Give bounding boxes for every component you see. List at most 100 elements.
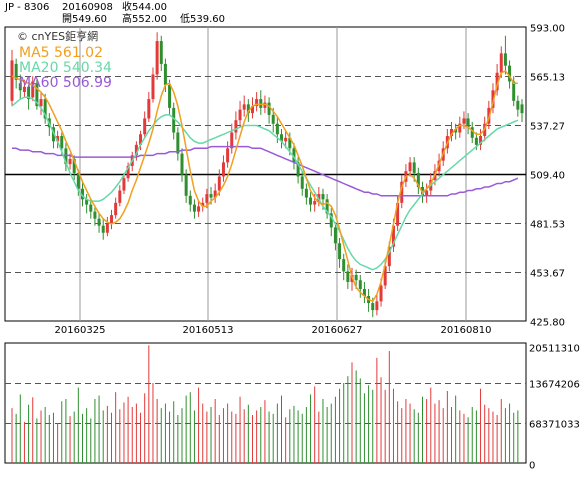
candle-body <box>425 190 429 196</box>
candle-body <box>217 176 221 191</box>
candle-body <box>122 178 126 191</box>
candle-body <box>267 102 271 115</box>
candle-body <box>93 211 97 219</box>
candle-body <box>358 280 362 289</box>
x-tick-label: 20160513 <box>183 325 234 336</box>
candle-body <box>118 190 122 203</box>
candle-body <box>354 274 358 281</box>
candle-body <box>466 118 470 128</box>
candle-body <box>43 99 47 119</box>
candle-body <box>56 136 60 142</box>
close-price-label: 收544.00 <box>122 2 167 13</box>
candle-body <box>226 148 230 163</box>
ma60-line <box>12 145 519 197</box>
candle-body <box>317 194 321 202</box>
candle-body <box>342 259 346 272</box>
candle-body <box>250 106 254 114</box>
x-tick-label: 20160627 <box>312 325 363 336</box>
candle-body <box>371 303 375 311</box>
candle-body <box>89 204 93 212</box>
candle-body <box>479 136 483 145</box>
watermark-text: © cnYES鉅亨網 <box>17 29 98 43</box>
candle-body <box>126 165 130 179</box>
symbol-label: JP - 8306 <box>5 2 50 13</box>
candle-body <box>387 246 391 267</box>
volume-panel: 205113100 136742067 68371033 0 <box>4 342 580 472</box>
candle-body <box>346 271 350 282</box>
candle-body <box>495 72 499 91</box>
candle-body <box>458 123 462 133</box>
candle-body <box>192 204 196 212</box>
candle-body <box>184 174 188 196</box>
candle-body <box>296 162 300 177</box>
volume-y-tick-label: 0 <box>529 461 535 472</box>
candle-body <box>259 99 263 108</box>
candle-body <box>408 162 412 172</box>
candle-body <box>325 199 329 214</box>
high-price-label: 高552.00 <box>122 14 167 25</box>
candle-body <box>474 137 478 145</box>
candle-body <box>450 128 454 137</box>
ma5-line <box>11 70 518 303</box>
candle-body <box>147 99 151 119</box>
candle-body <box>300 176 304 189</box>
candle-body <box>14 63 18 80</box>
candle-body <box>221 162 225 177</box>
candle-body <box>503 53 507 66</box>
candle-body <box>60 136 64 149</box>
candle-body <box>470 127 474 138</box>
volume-y-tick-label: 68371033 <box>529 420 580 431</box>
candle-body <box>255 99 259 107</box>
candle-body <box>18 83 22 91</box>
candle-body <box>85 199 89 205</box>
candle-body <box>362 288 366 297</box>
legend-ma5: MA5 561.02 <box>19 45 103 61</box>
candle-body <box>391 225 395 247</box>
candle-body <box>292 148 296 163</box>
candle-body <box>263 102 267 108</box>
candle-body <box>22 86 26 93</box>
candle-body <box>35 83 39 107</box>
candle-body <box>205 194 209 203</box>
x-tick-label: 20160325 <box>55 325 106 336</box>
candle-body <box>396 202 400 226</box>
candle-body <box>209 194 213 198</box>
candle-body <box>313 201 317 205</box>
low-price-label: 低539.60 <box>180 14 225 25</box>
candle-body <box>155 41 159 75</box>
volume-y-tick-label: 205113100 <box>529 344 580 355</box>
candle-body <box>412 162 416 173</box>
candle-body <box>101 225 105 233</box>
candle-body <box>512 81 516 101</box>
candle-body <box>508 65 512 82</box>
candle-body <box>499 53 503 73</box>
ma20-line <box>11 96 519 271</box>
candle-body <box>304 188 308 198</box>
candle-body <box>333 227 337 244</box>
price-panel: 593.00 565.13 537.27 509.40 481.53 453.67 425.… <box>4 24 565 336</box>
legend-ma20: MA20 540.34 <box>19 60 112 76</box>
candle-body <box>10 60 14 101</box>
volume-y-tick-label: 136742067 <box>529 380 580 391</box>
candle-body <box>80 188 84 200</box>
candle-body <box>201 202 205 207</box>
candle-body <box>329 213 333 228</box>
candle-body <box>97 218 101 226</box>
candle-body <box>31 81 35 98</box>
candle-body <box>168 85 172 108</box>
price-y-tick-label: 537.27 <box>530 122 565 133</box>
candle-body <box>375 301 379 311</box>
candle-body <box>280 134 284 142</box>
candle-body <box>275 123 279 135</box>
candle-body <box>520 104 524 114</box>
price-y-tick-label: 509.40 <box>530 171 565 182</box>
price-y-tick-label: 425.80 <box>530 318 565 329</box>
candle-body <box>159 41 163 64</box>
candle-body <box>176 132 180 154</box>
candle-body <box>271 114 275 124</box>
candle-body <box>163 63 167 86</box>
candle-body <box>188 195 192 205</box>
candle-body <box>27 86 31 100</box>
candle-body <box>379 285 383 302</box>
candle-body <box>288 137 292 149</box>
